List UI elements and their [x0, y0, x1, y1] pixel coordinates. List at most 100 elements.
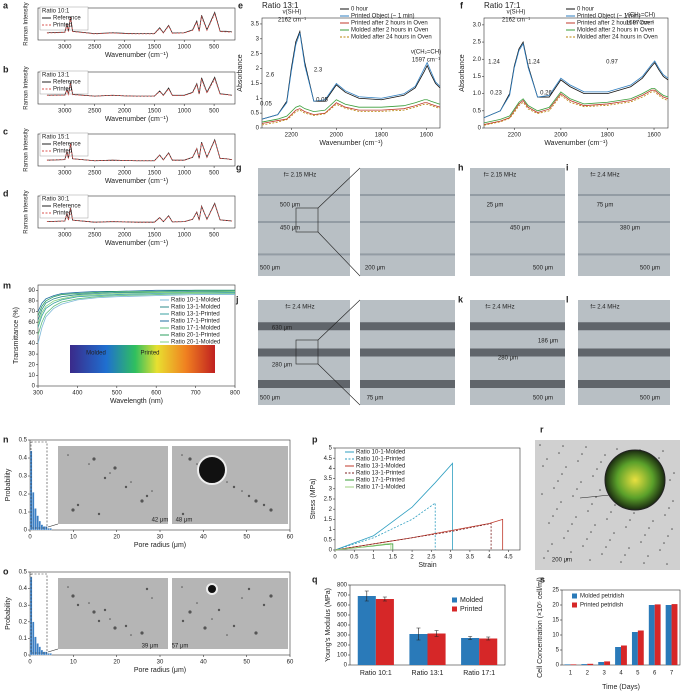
error-bar — [486, 636, 491, 641]
pore — [196, 602, 198, 604]
x-tick-label: 2200 — [508, 133, 522, 139]
image-label: 200 μm — [365, 266, 385, 272]
x-tick-label: 20 — [113, 535, 120, 541]
legend-box — [39, 194, 89, 219]
annotation: 0.26 — [540, 91, 552, 97]
cell — [659, 549, 661, 551]
legend-box — [39, 6, 89, 31]
histogram-bar — [32, 492, 35, 531]
y-tick-label: 500 — [337, 613, 348, 619]
x-tick-label: 2000 — [554, 133, 568, 139]
x-tick-label: 2000 — [118, 233, 132, 239]
x-tick-label: 1.5 — [389, 555, 398, 561]
error-bar — [382, 596, 387, 602]
data-line — [483, 89, 669, 125]
pore — [226, 481, 228, 483]
y-tick-label: 0.5 — [473, 108, 482, 114]
stripe — [578, 221, 670, 223]
pore — [67, 586, 69, 588]
x-tick-label: 1500 — [148, 171, 162, 177]
cell — [552, 515, 554, 517]
cell — [548, 522, 550, 524]
pore — [97, 619, 101, 623]
y-tick-label: 0 — [478, 126, 482, 132]
x-tick-label: 2500 — [88, 45, 102, 51]
bar — [621, 645, 627, 665]
bar — [581, 664, 588, 665]
y-tick-label: 1 — [256, 96, 260, 102]
cell — [575, 516, 577, 518]
x-tick-label: 700 — [191, 391, 202, 397]
x-tick-label: 0 — [333, 555, 337, 561]
data-line — [37, 289, 235, 316]
micrograph — [535, 440, 680, 570]
legend-label: Ratio 20-1-Molded — [171, 340, 220, 346]
x-axis-label: Wavenumber (cm⁻¹) — [105, 116, 168, 123]
x-tick-label: 500 — [209, 171, 220, 177]
cell — [658, 457, 660, 459]
legend-label: Reference — [53, 142, 81, 148]
x-tick-label: 60 — [287, 660, 294, 666]
stripe — [578, 348, 670, 357]
x-axis-label: Wavenumber (cm⁻¹) — [319, 140, 382, 147]
x-tick-label: 4.5 — [504, 555, 513, 561]
pointer — [47, 523, 59, 528]
legend-label: Reference — [53, 80, 81, 86]
x-tick-label: 1600 — [647, 133, 661, 139]
pore — [254, 499, 258, 503]
x-tick-label: 3000 — [58, 109, 72, 115]
cell — [662, 450, 664, 452]
plot-frame — [37, 195, 236, 229]
plot-frame — [37, 71, 236, 105]
y-tick-label: 1.0 — [473, 91, 482, 97]
pore — [124, 624, 128, 628]
y-tick-label: 0.4 — [19, 456, 28, 462]
annotation: 39 μm — [142, 644, 159, 650]
image-label: 500 μm — [533, 396, 553, 402]
zoom-lines — [317, 167, 361, 277]
bar — [637, 630, 644, 665]
pore — [188, 457, 192, 461]
x-tick-label: Ratio 17:1 — [463, 670, 495, 677]
x-tick-label: 1800 — [601, 133, 615, 139]
pore — [130, 634, 132, 636]
y-tick-label: 1.5 — [473, 74, 482, 80]
cell — [673, 472, 675, 474]
x-tick-label: 1 — [372, 555, 376, 561]
y-tick-label: 0.3 — [19, 474, 28, 480]
panel-label: o — [3, 566, 9, 576]
annotation: 2.3 — [314, 68, 323, 74]
x-tick-label: 5 — [636, 671, 640, 677]
pore — [92, 610, 96, 614]
y-axis-label: Raman Intensity — [24, 190, 30, 233]
legend-label: Reference — [53, 16, 81, 22]
x-tick-label: 1000 — [178, 171, 192, 177]
pore — [113, 466, 117, 470]
image-label: 500 μm — [280, 203, 300, 209]
image-label: f= 2.4 MHz — [590, 173, 619, 179]
x-tick-label: Ratio 10:1 — [360, 670, 392, 677]
legend-swatch — [452, 597, 457, 603]
bar — [654, 604, 661, 665]
x-tick-label: 2200 — [285, 133, 299, 139]
stripe — [360, 380, 455, 388]
data-line — [483, 88, 669, 124]
legend-box — [39, 132, 89, 157]
legend-label: Printed — [53, 149, 72, 155]
cell — [557, 480, 559, 482]
annotation: 1.24 — [488, 60, 500, 66]
panel-label: m — [3, 280, 11, 290]
cell — [542, 465, 544, 467]
x-tick-label: 3 — [449, 555, 453, 561]
y-tick-label: 0 — [556, 663, 560, 669]
y-axis-label: Cell Concentration (×10⁵ cell/ml) — [537, 577, 544, 678]
x-tick-label: 500 — [209, 109, 220, 115]
y-axis-label: Probability — [5, 468, 12, 501]
x-tick-label: 1000 — [178, 45, 192, 51]
cell — [576, 488, 578, 490]
y-tick-label: 400 — [337, 623, 348, 629]
cell — [629, 519, 631, 521]
y-tick-label: 2.5 — [324, 497, 333, 503]
image-label: 186 μm — [538, 339, 558, 345]
